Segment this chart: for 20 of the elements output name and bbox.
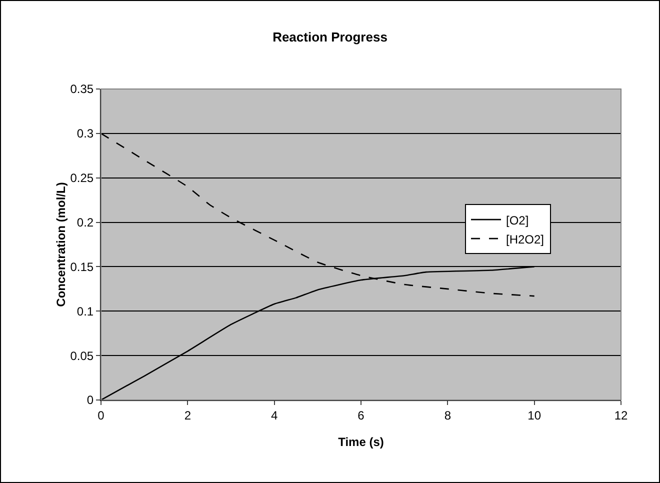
x-tick-label: 2	[184, 408, 192, 422]
x-tick-label: 0	[98, 408, 105, 422]
y-tick-label: 0.15	[70, 260, 94, 274]
y-tick-label: 0.1	[76, 304, 94, 318]
chart-title: Reaction Progress	[272, 29, 388, 44]
y-tick-label: 0.2	[76, 215, 94, 230]
y-tick-label: 0.35	[70, 82, 94, 96]
legend-label: [H2O2]	[506, 232, 544, 246]
x-tick-label: 4	[270, 408, 278, 422]
x-tick-label: 10	[528, 408, 542, 422]
y-tick-label: 0	[86, 393, 94, 408]
x-axis-title: Time (s)	[338, 435, 384, 449]
y-axis-title: Concentration (mol/L)	[54, 182, 68, 307]
y-tick-label: 0.05	[70, 348, 94, 363]
x-tick-label: 6	[358, 408, 365, 422]
y-tick-label: 0.25	[70, 171, 94, 186]
y-tick-label: 0.3	[76, 126, 94, 141]
x-tick-label: 12	[614, 408, 628, 422]
x-tick-label: 8	[444, 408, 452, 422]
legend-label: [O2]	[506, 213, 529, 228]
